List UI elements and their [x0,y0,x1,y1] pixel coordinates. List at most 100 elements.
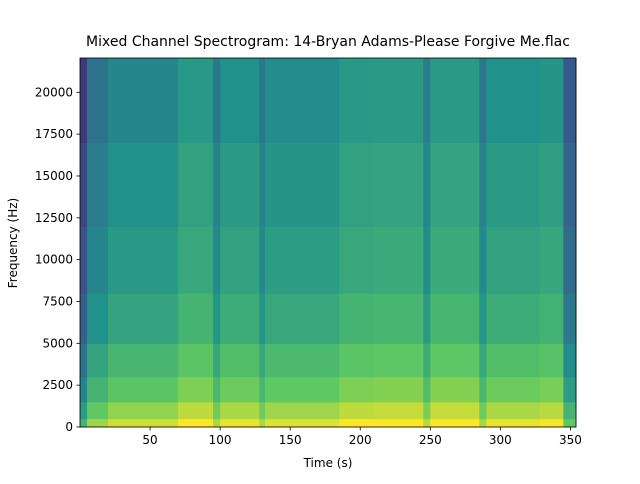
spectrogram-cell [339,401,375,420]
spectrogram-cell [213,401,221,420]
spectrogram-cell [213,58,221,144]
spectrogram-cell [479,142,487,227]
spectrogram-cell [178,418,214,428]
spectrogram-cell [539,142,564,227]
spectrogram-cell [486,58,541,144]
spectrogram-cell [259,226,266,294]
chart-title: Mixed Channel Spectrogram: 14-Bryan Adam… [86,34,570,50]
spectrogram-cell [430,293,480,344]
spectrogram-cell [80,343,88,378]
spectrogram-cell [423,401,431,420]
spectrogram-cell [430,376,480,403]
spectrogram-cell [178,376,214,403]
spectrogram-cell [563,418,577,428]
spectrogram-cell [374,401,424,420]
spectrogram-cell [108,226,179,294]
spectrogram-cell [220,58,260,144]
spectrogram-cell [423,376,431,403]
spectrogram-cell [486,293,541,344]
spectrogram-cell [539,226,564,294]
x-tick-label: 150 [279,433,302,447]
spectrogram-cell [339,376,375,403]
spectrogram-cell [479,226,487,294]
spectrogram-cell [213,343,221,378]
spectrogram-cell [374,58,424,144]
x-axis-label: Time (s) [303,456,353,470]
y-tick-label: 2500 [42,378,73,392]
spectrogram-cell [264,376,340,403]
spectrogram-cell [178,142,214,227]
spectrogram-cell [563,293,577,344]
spectrogram-cell [259,401,266,420]
heatmap [80,58,577,428]
spectrogram-cell [220,293,260,344]
spectrogram-cell [374,418,424,428]
spectrogram-cell [213,226,221,294]
x-tick-label: 50 [142,433,157,447]
y-tick-label: 12500 [35,211,73,225]
spectrogram-cell [374,343,424,378]
spectrogram-cell [486,376,541,403]
spectrogram-cell [80,226,88,294]
spectrogram-cell [259,142,266,227]
spectrogram-cell [259,293,266,344]
spectrogram-cell [539,343,564,378]
spectrogram-cell [563,58,577,144]
y-tick-label: 15000 [35,169,73,183]
spectrogram-cell [374,376,424,403]
spectrogram-cell [80,142,88,227]
spectrogram-cell [374,293,424,344]
spectrogram-cell [486,142,541,227]
spectrogram-cell [479,58,487,144]
spectrogram-cell [259,376,266,403]
spectrogram-cell [80,376,88,403]
plot-frame [79,57,577,428]
spectrogram-cell [486,226,541,294]
spectrogram-cell [87,376,109,403]
spectrogram-cell [539,418,564,428]
y-tick-label: 10000 [35,253,73,267]
spectrogram-cell [430,226,480,294]
spectrogram-cell [178,58,214,144]
spectrogram-cell [87,418,109,428]
spectrogram-cell [479,343,487,378]
spectrogram-cell [108,376,179,403]
spectrogram-cell [264,401,340,420]
spectrogram-cell [479,376,487,403]
spectrogram-cell [220,418,260,428]
spectrogram-cell [178,343,214,378]
spectrogram-cell [374,142,424,227]
spectrogram-cell [178,226,214,294]
spectrogram-cell [220,343,260,378]
spectrogram-cell [563,401,577,420]
spectrogram-cell [87,58,109,144]
spectrogram-cell [264,293,340,344]
spectrogram-cell [339,293,375,344]
spectrogram-cell [423,58,431,144]
y-axis-label: Frequency (Hz) [6,198,20,289]
spectrogram-cell [374,226,424,294]
spectrogram-cell [539,376,564,403]
spectrogram-cell [430,401,480,420]
spectrogram-cell [479,418,487,428]
spectrogram-cell [563,376,577,403]
spectrogram-cell [563,226,577,294]
spectrogram-cell [80,293,88,344]
spectrogram-cell [213,142,221,227]
spectrogram-cell [80,418,88,428]
spectrogram-cell [264,58,340,144]
spectrogram-cell [108,58,179,144]
spectrogram-cell [339,418,375,428]
spectrogram-cell [213,293,221,344]
spectrogram-cell [339,142,375,227]
y-tick-label: 20000 [35,85,73,99]
spectrogram-cell [423,142,431,227]
y-tick-label: 7500 [42,294,73,308]
spectrogram-cell [423,226,431,294]
spectrogram-cell [259,418,266,428]
spectrogram-cell [220,226,260,294]
spectrogram-cell [108,343,179,378]
x-tick-label: 250 [419,433,442,447]
y-tick-label: 17500 [35,127,73,141]
